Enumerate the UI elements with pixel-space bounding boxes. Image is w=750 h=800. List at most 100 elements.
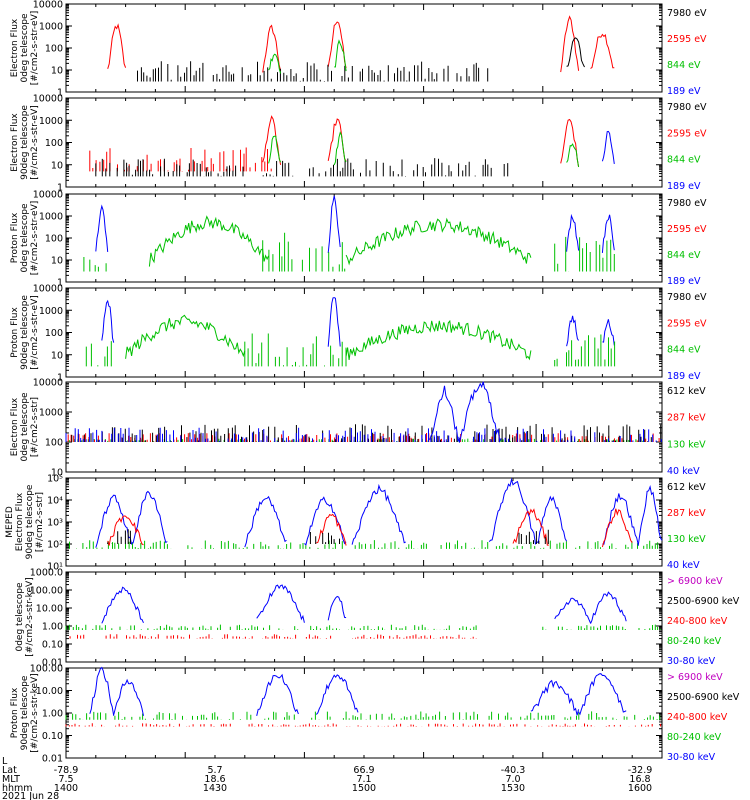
panel-6: 10¹ 10² 10³ 10⁴ 10⁵ MEPED Electron Flux 90deg t… [5,474,706,573]
data-trace [602,319,615,346]
data-trace [256,673,299,717]
data-trace [590,591,627,624]
y-tick-label: 100 [45,328,63,339]
data-trace [262,232,346,272]
data-trace [560,15,580,73]
data-trace [530,679,580,716]
y-tick-label: 10 [51,350,63,361]
legend-entry: 844 eV [667,345,701,356]
data-trace [89,147,272,172]
data-trace [65,711,661,720]
legend-entry: > 6900 keV [667,576,723,587]
y-tick-label: 1000 [39,22,63,33]
legend-entry: 287 keV [667,413,706,424]
y-axis-label: Electron Flux [15,492,25,551]
data-trace [65,624,477,630]
y-tick-label: 1000 [39,212,63,223]
legend-entry: 80-240 keV [667,732,722,743]
legend-entry: 189 eV [667,86,701,97]
data-trace [101,299,115,343]
y-tick-label: 10.00 [36,604,63,615]
legend-entry: 844 eV [667,155,701,166]
data-trace [309,532,340,544]
legend-entry: 2595 eV [667,318,707,329]
data-trace [95,204,109,252]
y-tick-label: 1 [57,373,63,384]
legend-entry: 40 keV [667,466,700,477]
data-trace [637,484,663,546]
data-trace [67,424,662,442]
data-trace [601,214,615,253]
data-trace [345,217,532,266]
y-axis-label: 0deg telescope [20,392,30,462]
data-trace [107,529,131,544]
y-tick-label: 10² [47,540,63,551]
data-trace [536,495,568,544]
y-tick-label: 10000 [33,0,63,11]
panel-5: 10 100 1000 10000 Electron Flux 0deg telescop… [10,378,706,479]
y-axis-label: Electron Flux [10,397,20,456]
data-trace [244,333,347,367]
data-trace [566,143,580,167]
data-trace [345,319,532,361]
data-trace [333,131,347,166]
data-trace [488,477,538,545]
data-trace [101,586,144,624]
data-trace [429,385,460,442]
data-trace [315,674,359,715]
legend-entry: > 6900 keV [667,672,723,683]
y-axis-label: [#/cm2-s-str-keV] [30,673,40,752]
data-trace [262,24,282,73]
data-trace [137,61,489,82]
data-trace [83,257,107,272]
data-trace [148,215,270,267]
legend-entry: 287 keV [667,508,706,519]
legend-entry: 240-800 keV [667,616,728,627]
data-trace [566,315,580,347]
panel-7: 0.01 0.10 1.00 10.00 100.00 1000.0 0deg telesc… [15,568,740,669]
footer-value: 7.1 [356,774,371,785]
data-trace [578,673,627,716]
data-trace [512,508,549,546]
y-tick-label: 10 [51,160,63,171]
y-tick-label: 10¹ [47,562,63,573]
panel-1: 1 10 100 1000 10000 Electron Flux 0deg telesco… [10,0,707,99]
legend-entry: 2500-6900 keV [667,596,740,607]
y-tick-label: 10⁵ [47,474,63,485]
legend-entry: 7980 eV [667,198,707,209]
y-tick-label: 0.10 [42,731,63,742]
y-tick-label: 10000 [33,190,63,201]
footer-value: 1500 [352,783,376,794]
y-axis-label: [#/cm2-s-str] [35,492,45,552]
y-tick-label: 1 [57,88,63,99]
panel-3: 1 10 100 1000 10000 Proton Flux 0deg telescope… [10,190,707,289]
data-trace [566,37,585,68]
y-tick-label: 100 [45,138,63,149]
data-trace [554,236,615,272]
y-axis-label: 90deg telescope [20,105,30,180]
data-trace [85,341,112,367]
data-trace [327,118,347,162]
y-tick-label: 10³ [47,518,63,529]
panel-frame [65,477,663,567]
y-axis-label: Electron Flux [10,113,20,172]
legend-entry: 189 eV [667,276,701,287]
y-axis-label: [#/cm2-s-str-eV] [30,105,40,180]
panel-frame [65,97,663,188]
y-axis-label: Proton Flux [10,307,20,358]
y-axis-label: [#/cm2-s-str-eV] [30,11,40,86]
footer-value: -40.3 [501,765,526,776]
data-trace [327,195,341,254]
y-axis-label: [#/cm2-s-str-keV] [25,577,35,656]
data-trace [518,529,549,544]
legend-entry: 30-80 keV [667,656,716,667]
y-tick-label: 1 [57,183,63,194]
y-axis-label: [#/cm2-s-str-eV] [30,201,40,276]
data-trace [316,513,347,546]
y-axis-label: 90deg telescope [20,675,30,750]
data-trace [95,158,509,177]
y-tick-label: 10⁴ [47,496,63,507]
data-trace [69,634,477,639]
y-axis-label: [#/cm2-s-str] [30,397,40,457]
